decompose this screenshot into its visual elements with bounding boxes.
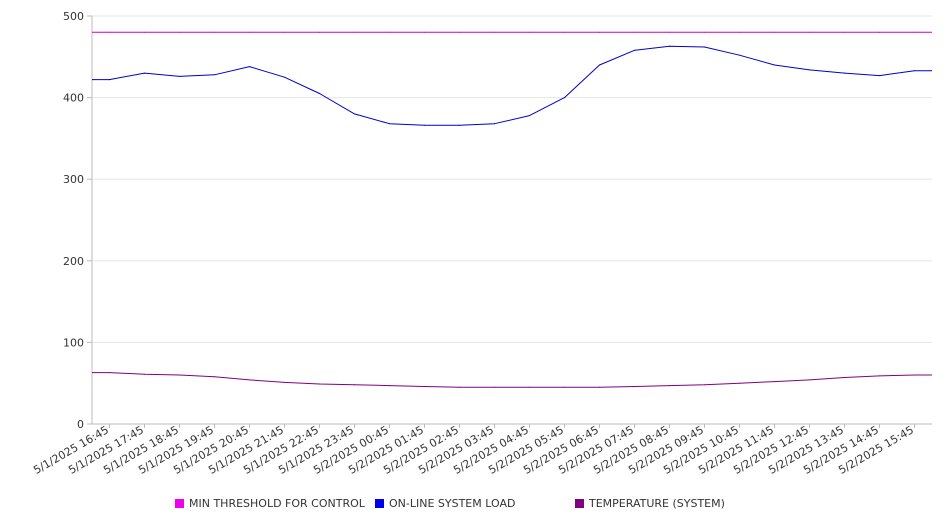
data-point <box>633 385 636 388</box>
data-point <box>318 31 321 33</box>
y-tick-label: 300 <box>63 173 84 186</box>
data-point <box>108 79 111 81</box>
legend: MIN THRESHOLD FOR CONTROL ON-LINE SYSTEM… <box>0 497 946 515</box>
data-point <box>878 31 881 33</box>
y-tick-label: 500 <box>63 10 84 23</box>
data-point <box>178 374 181 376</box>
data-point <box>493 386 496 388</box>
data-point <box>178 75 181 77</box>
data-point <box>353 31 356 33</box>
data-point <box>528 31 531 33</box>
data-point <box>388 385 391 387</box>
data-point <box>913 374 916 376</box>
data-point <box>423 31 426 33</box>
data-point <box>738 382 741 384</box>
data-point <box>843 376 846 379</box>
data-point <box>563 97 566 99</box>
y-tick-label: 400 <box>63 92 84 105</box>
data-point <box>528 114 531 117</box>
data-point <box>318 383 321 385</box>
data-point <box>773 64 776 66</box>
data-point <box>423 124 426 126</box>
data-point <box>633 49 636 51</box>
data-point <box>493 123 496 125</box>
gridlines <box>92 15 932 343</box>
legend-swatch-temperature <box>575 499 584 508</box>
data-point <box>808 379 811 381</box>
data-point <box>878 74 881 77</box>
data-point <box>458 124 461 126</box>
series-line-system-load <box>92 45 932 126</box>
data-point <box>143 31 146 33</box>
data-point <box>283 31 286 33</box>
y-tick-label: 0 <box>77 418 84 431</box>
data-point <box>178 31 181 33</box>
data-point <box>843 72 846 74</box>
data-point <box>738 54 741 56</box>
legend-swatch-system-load <box>375 499 384 508</box>
line-chart: 0 100 200 300 400 500 5/1/2025 16:455/1/2025 … <box>31 10 932 477</box>
legend-item-system-load: ON-LINE SYSTEM LOAD <box>375 497 515 510</box>
data-point <box>668 45 671 47</box>
data-point <box>388 31 391 33</box>
data-point <box>213 376 216 378</box>
data-point <box>598 386 601 388</box>
data-point <box>808 69 811 71</box>
data-point <box>913 31 916 33</box>
data-point <box>773 380 776 383</box>
data-point <box>283 76 286 78</box>
data-point <box>913 70 916 72</box>
data-point <box>143 373 146 375</box>
x-tick-labels: 5/1/2025 16:455/1/2025 17:455/1/2025 18:… <box>31 423 916 477</box>
data-point <box>108 31 111 33</box>
data-point <box>353 384 356 386</box>
data-point <box>808 31 811 33</box>
data-point <box>213 31 216 33</box>
data-point <box>248 31 251 33</box>
data-point <box>318 92 321 95</box>
legend-item-temperature: TEMPERATURE (SYSTEM) <box>575 497 725 510</box>
data-point <box>668 385 671 387</box>
legend-item-min-threshold: MIN THRESHOLD FOR CONTROL <box>175 497 365 510</box>
legend-swatch-min-threshold <box>175 499 184 508</box>
data-point <box>388 123 391 125</box>
data-point <box>248 65 251 68</box>
data-point <box>843 31 846 33</box>
y-tick-label: 100 <box>63 336 84 349</box>
data-point <box>703 31 706 33</box>
data-point <box>493 31 496 33</box>
data-point <box>878 375 881 377</box>
data-point <box>668 31 671 33</box>
data-point <box>563 386 566 388</box>
data-point <box>458 386 461 388</box>
data-point <box>598 64 601 66</box>
data-point <box>108 371 111 374</box>
data-point <box>213 74 216 76</box>
axes <box>87 15 932 428</box>
data-point <box>353 113 356 115</box>
data-point <box>283 381 286 383</box>
legend-label-temperature: TEMPERATURE (SYSTEM) <box>589 497 725 510</box>
data-point <box>703 384 706 386</box>
data-point <box>458 31 461 33</box>
data-point <box>773 31 776 33</box>
data-point <box>598 31 601 33</box>
data-point <box>703 46 706 48</box>
y-tick-label: 200 <box>63 255 84 268</box>
data-point <box>248 379 251 381</box>
data-point <box>528 386 531 388</box>
legend-label-system-load: ON-LINE SYSTEM LOAD <box>389 497 516 510</box>
data-point <box>423 385 426 388</box>
data-point <box>143 72 146 74</box>
data-point <box>633 31 636 33</box>
y-tick-labels: 0 100 200 300 400 500 <box>63 10 84 431</box>
data-point <box>738 31 741 33</box>
series-line-temperature <box>92 372 932 388</box>
data-point <box>563 31 566 33</box>
legend-label-min-threshold: MIN THRESHOLD FOR CONTROL <box>189 497 365 510</box>
series-lines <box>92 31 932 388</box>
